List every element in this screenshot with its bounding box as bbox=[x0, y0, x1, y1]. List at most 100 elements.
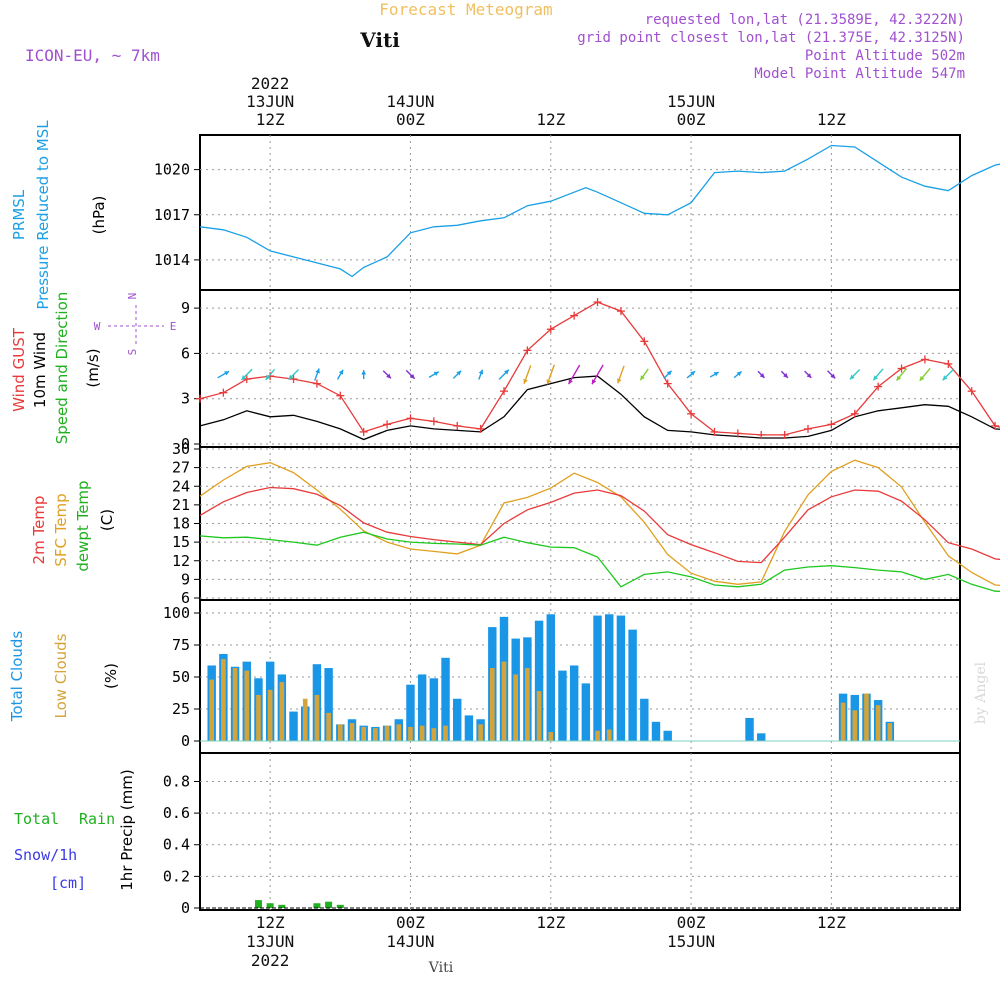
time-label-bottom: 2022 bbox=[251, 951, 290, 970]
wind-arrow-head bbox=[361, 370, 367, 375]
wind-arrow-head bbox=[456, 370, 462, 376]
total-clouds-bar bbox=[628, 629, 637, 741]
compass-rose: N S W E bbox=[94, 293, 177, 356]
wind-arrow-head bbox=[338, 369, 344, 375]
sfc-label: SFC Temp bbox=[52, 493, 70, 566]
wind-series bbox=[196, 298, 1000, 441]
wind-arrow-head bbox=[523, 378, 528, 384]
total-clouds-bar bbox=[546, 614, 555, 741]
total-clouds-bar bbox=[640, 698, 649, 741]
low-clouds-bar bbox=[419, 725, 425, 741]
y-tick-label: 0 bbox=[181, 732, 190, 750]
wind-arrow-head bbox=[690, 371, 696, 376]
wind-arrow-head bbox=[504, 369, 509, 375]
low-clouds-label: Low Clouds bbox=[52, 633, 70, 718]
compass-east: E bbox=[170, 320, 177, 333]
total-clouds-bar bbox=[464, 715, 474, 741]
wind-arrow-head bbox=[736, 371, 742, 377]
wind-arrow-head bbox=[409, 373, 415, 379]
wind-arrow-head bbox=[568, 379, 573, 385]
pressure-label-1: PRMSL bbox=[10, 189, 28, 240]
model-altitude: Model Point Altitude 547m bbox=[754, 66, 965, 82]
precip-series bbox=[200, 900, 960, 909]
y-tick-label: 24 bbox=[172, 477, 190, 495]
wind-arrow-head bbox=[849, 374, 855, 380]
total-clouds-bar bbox=[324, 668, 333, 741]
low-clouds-bar bbox=[396, 724, 402, 741]
wind-arrow-head bbox=[241, 375, 247, 380]
total-clouds-bar bbox=[663, 730, 672, 741]
total-clouds-bar bbox=[289, 711, 298, 741]
temp-unit: (C) bbox=[98, 509, 116, 531]
low-clouds-bar bbox=[302, 698, 308, 741]
y-tick-label: 0.6 bbox=[163, 804, 190, 822]
y-tick-label: 12 bbox=[172, 552, 190, 570]
time-label-top: 00Z bbox=[677, 110, 706, 129]
low-clouds-bar bbox=[489, 668, 495, 741]
low-clouds-bar bbox=[384, 725, 390, 741]
wind-arrow-head bbox=[830, 373, 836, 379]
wind-arrow-head bbox=[478, 369, 484, 375]
wind-arrow-head bbox=[315, 368, 320, 374]
gust-label: Wind GUST bbox=[10, 327, 28, 412]
low-clouds-bar bbox=[536, 691, 542, 741]
low-clouds-bar bbox=[548, 732, 554, 741]
wind-arrow-head bbox=[919, 375, 925, 381]
clouds-panel: Total Clouds Low Clouds (%) 0 25 50 75 100 bbox=[8, 604, 960, 750]
y-tick-label: 3 bbox=[181, 390, 190, 408]
total-clouds-bar bbox=[569, 665, 579, 741]
low-clouds-bar bbox=[349, 723, 355, 741]
time-label-top: 12Z bbox=[536, 110, 565, 129]
wind-ticks: 0 3 6 9 bbox=[181, 299, 960, 453]
low-clouds-bar bbox=[373, 728, 378, 741]
low-clouds-bar bbox=[887, 723, 893, 741]
wind-label: 10m Wind bbox=[31, 332, 49, 408]
precip-unit: 1hr Precip (mm) bbox=[118, 769, 136, 890]
time-label-bottom: 12Z bbox=[256, 913, 285, 932]
y-tick-label: 30 bbox=[172, 440, 190, 458]
y-tick-label: 9 bbox=[181, 570, 190, 588]
wind-arrow-head bbox=[591, 379, 597, 385]
requested-coords: requested lon,lat (21.3589E, 42.3222N) bbox=[645, 12, 965, 28]
low-clouds-bar bbox=[595, 730, 600, 741]
low-clouds-bar bbox=[209, 679, 215, 741]
rain-bar bbox=[336, 904, 344, 908]
total-clouds-bar bbox=[441, 657, 450, 741]
y-tick-label: 6 bbox=[181, 344, 190, 362]
footer-location: Viti bbox=[428, 960, 454, 976]
clouds-series bbox=[200, 614, 960, 742]
pressure-line bbox=[199, 144, 1000, 278]
low-clouds-bar bbox=[361, 726, 367, 741]
compass-west: W bbox=[94, 320, 101, 333]
y-tick-label: 27 bbox=[172, 459, 190, 477]
wind-arrow-head bbox=[759, 373, 765, 378]
clouds-unit: (%) bbox=[102, 663, 120, 689]
low-clouds-bar bbox=[408, 726, 413, 741]
time-label-bottom: 12Z bbox=[536, 913, 565, 932]
temp2m-label: 2m Temp bbox=[30, 496, 48, 565]
y-tick-label: 0.2 bbox=[163, 867, 190, 885]
total-clouds-bar bbox=[558, 670, 567, 741]
low-clouds-bar bbox=[232, 668, 238, 741]
total-clouds-label: Total Clouds bbox=[8, 631, 26, 723]
total-clouds-bar bbox=[581, 683, 591, 741]
y-tick-label: 25 bbox=[172, 700, 190, 718]
wind-arrow-head bbox=[806, 373, 812, 378]
location-title: Viti bbox=[359, 28, 400, 52]
rain-bar bbox=[313, 903, 321, 908]
meteogram-title: Forecast Meteogram bbox=[379, 0, 552, 19]
y-tick-label: 0 bbox=[181, 899, 190, 917]
wind-arrow-head bbox=[783, 373, 788, 378]
pressure-label-2: Pressure Reduced to MSL bbox=[34, 120, 52, 310]
temp2m-line bbox=[199, 486, 1000, 564]
snow-unit-label: [cm] bbox=[50, 874, 86, 892]
model-label: ICON-EU, ~ 7km bbox=[25, 46, 160, 65]
dewpt-line bbox=[199, 531, 1000, 592]
low-clouds-bar bbox=[606, 729, 612, 741]
total-clouds-bar bbox=[745, 717, 754, 741]
total-clouds-bar bbox=[417, 674, 427, 741]
time-label-top: 12Z bbox=[817, 110, 846, 129]
